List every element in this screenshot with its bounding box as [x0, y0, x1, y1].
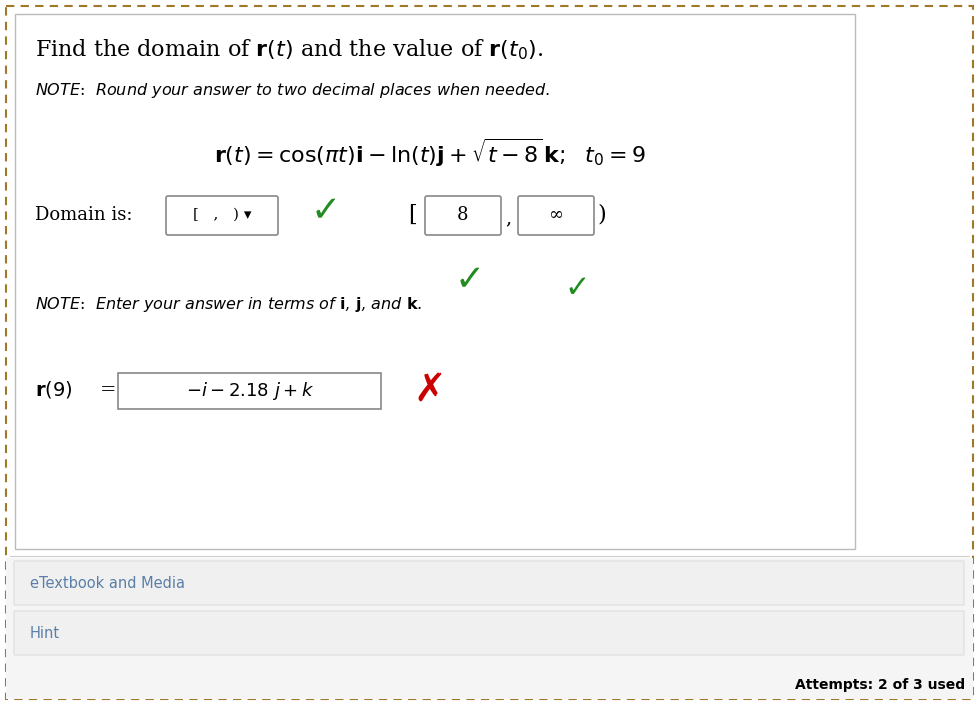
- Text: $\mathbf{r}(t) = \cos(\pi t)\mathbf{i} - \ln(t)\mathbf{j} + \sqrt{t-8}\,\mathbf{: $\mathbf{r}(t) = \cos(\pi t)\mathbf{i} -…: [214, 137, 645, 169]
- Text: ∞: ∞: [548, 206, 563, 224]
- FancyBboxPatch shape: [14, 611, 963, 655]
- Text: $\mathbf{r}(9)$: $\mathbf{r}(9)$: [35, 379, 72, 400]
- Text: Attempts: 2 of 3 used: Attempts: 2 of 3 used: [794, 678, 964, 692]
- FancyBboxPatch shape: [118, 373, 380, 409]
- Text: Hint: Hint: [30, 625, 60, 641]
- Text: =: =: [100, 381, 116, 399]
- Text: [: [: [408, 204, 417, 226]
- FancyBboxPatch shape: [14, 561, 963, 605]
- Text: $\mathit{NOTE}$:  $\mathit{Round\ your\ answer\ to\ two\ decimal\ places\ when\ : $\mathit{NOTE}$: $\mathit{Round\ your\ a…: [35, 80, 550, 99]
- Text: ✗: ✗: [414, 371, 446, 409]
- Text: 8: 8: [457, 206, 468, 224]
- Text: ,: ,: [505, 209, 511, 227]
- Text: $-i - 2.18\ j + k$: $-i - 2.18\ j + k$: [186, 380, 314, 402]
- FancyBboxPatch shape: [424, 196, 501, 235]
- Text: $\mathit{NOTE}$:  $\mathit{Enter\ your\ answer\ in\ terms\ of}$ $\mathbf{i}$, $\: $\mathit{NOTE}$: $\mathit{Enter\ your\ a…: [35, 295, 422, 314]
- Text: Domain is:: Domain is:: [35, 206, 132, 224]
- FancyBboxPatch shape: [166, 196, 278, 235]
- Text: ): ): [597, 204, 605, 226]
- Text: ✓: ✓: [311, 194, 340, 228]
- Text: Find the domain of $\mathbf{r}(t)$ and the value of $\mathbf{r}(t_0)$.: Find the domain of $\mathbf{r}(t)$ and t…: [35, 37, 543, 62]
- FancyBboxPatch shape: [15, 14, 854, 549]
- Text: [   ,   ) ▾: [ , ) ▾: [193, 208, 251, 222]
- Text: eTextbook and Media: eTextbook and Media: [30, 575, 185, 591]
- Bar: [6, 558, 972, 699]
- Text: ✓: ✓: [455, 263, 485, 297]
- FancyBboxPatch shape: [517, 196, 594, 235]
- Text: ✓: ✓: [563, 274, 589, 302]
